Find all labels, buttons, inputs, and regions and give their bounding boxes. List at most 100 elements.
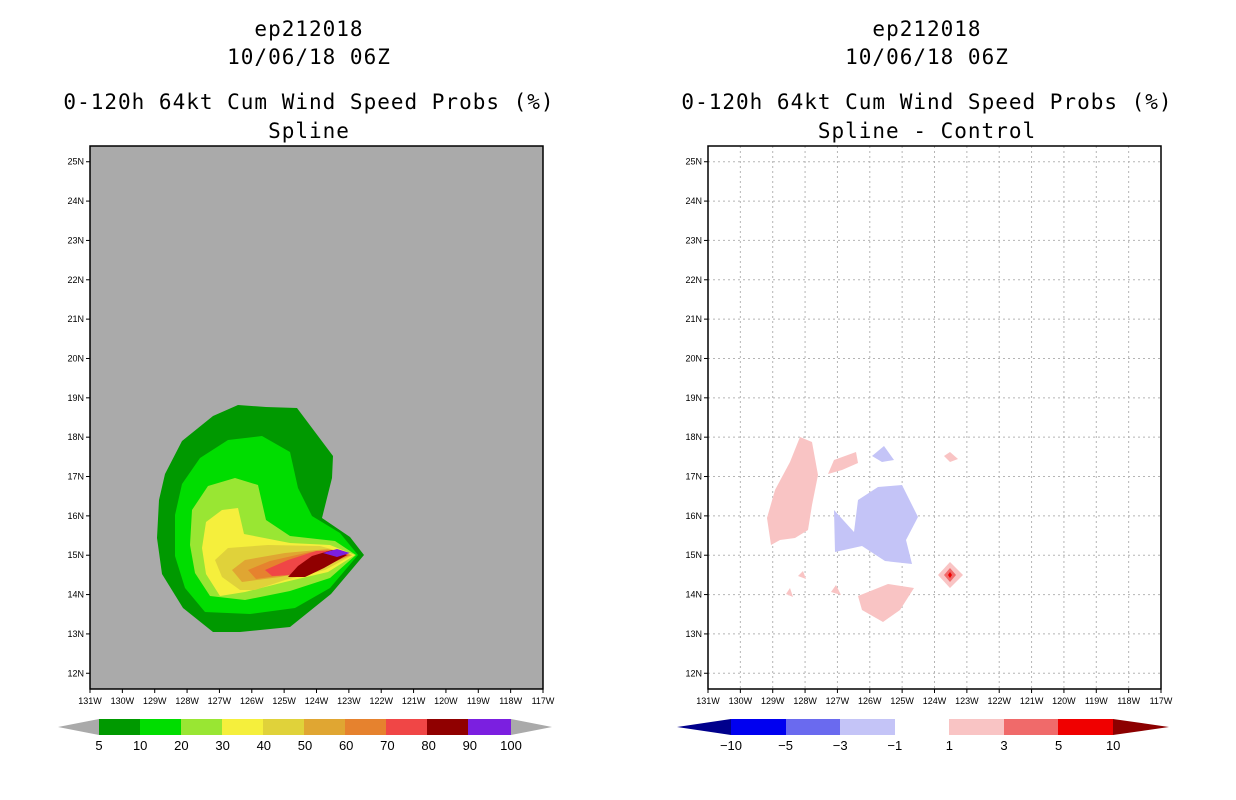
colorbar-box-neg3-neg1: [840, 719, 895, 735]
colorbar-box-5-10: [1058, 719, 1113, 735]
y-tick-label: 12N: [685, 668, 702, 678]
right-chart-subtitle: Spline - Control: [817, 119, 1037, 143]
x-tick-label: 126W: [858, 696, 882, 706]
colorbar-label: 100: [500, 738, 522, 753]
y-tick-label: 12N: [67, 668, 84, 678]
colorbar-label: 10: [133, 738, 147, 753]
y-tick-label: 22N: [685, 275, 702, 285]
left-contours: [157, 405, 364, 632]
colorbar-box-70-80: [386, 719, 427, 735]
x-tick-label: 120W: [434, 696, 458, 706]
contour-80: [288, 550, 347, 577]
y-tick-label: 16N: [67, 511, 84, 521]
y-tick-label: 18N: [685, 432, 702, 442]
x-tick-label: 130W: [729, 696, 753, 706]
colorbar-box-1-3: [949, 719, 1004, 735]
y-tick-label: 23N: [67, 235, 84, 245]
left-plot-background: [90, 146, 543, 689]
colorbar-label: −3: [833, 738, 848, 753]
y-tick-label: 19N: [67, 393, 84, 403]
y-tick-label: 17N: [685, 472, 702, 482]
colorbar-box-30-40: [222, 719, 263, 735]
x-tick-label: 118W: [1117, 696, 1140, 706]
x-tick-label: 129W: [143, 696, 167, 706]
y-tick-label: 25N: [685, 157, 702, 167]
y-tick-label: 20N: [67, 353, 84, 363]
right-axes: 131W 130W 129W 128W 127W 126W 125W 124W 123W 122W…: [685, 157, 1172, 706]
x-tick-label: 128W: [793, 696, 817, 706]
x-tick-label: 120W: [1052, 696, 1076, 706]
colorbar-above-triangle: [1113, 719, 1169, 735]
y-tick-label: 22N: [67, 275, 84, 285]
colorbar-box-50-60: [304, 719, 345, 735]
x-tick-label: 128W: [175, 696, 199, 706]
diff-positive-dot-2: [798, 571, 806, 579]
colorbar-label: −10: [720, 738, 742, 753]
y-tick-label: 20N: [685, 353, 702, 363]
y-tick-label: 14N: [685, 590, 702, 600]
diff-positive-dot-3: [831, 585, 841, 595]
y-tick-label: 21N: [67, 314, 84, 324]
colorbar-label: 5: [95, 738, 102, 753]
x-tick-label: 122W: [369, 696, 393, 706]
diff-positive-west-band: [767, 437, 818, 545]
left-storm-id: ep212018: [254, 17, 364, 41]
colorbar-label: 40: [257, 738, 271, 753]
y-tick-label: 25N: [67, 157, 84, 167]
diff-negative-small-top: [872, 446, 894, 462]
diff-positive-lower-patch: [858, 584, 914, 622]
colorbar-label: 70: [380, 738, 394, 753]
colorbar-box-20-30: [181, 719, 222, 735]
colorbar-box-40-50: [263, 719, 304, 735]
x-tick-label: 117W: [532, 696, 555, 706]
left-datetime: 10/06/18 06Z: [227, 45, 391, 69]
colorbar-label: 80: [421, 738, 435, 753]
diff-positive-small-top-right: [944, 452, 958, 462]
left-chart-title: 0-120h 64kt Cum Wind Speed Probs (%): [63, 90, 555, 114]
colorbar-label: 3: [1000, 738, 1007, 753]
left-axes: 131W 130W 129W 128W 127W 126W 125W 124W 123W 122W…: [67, 157, 554, 706]
colorbar-box-10-20: [140, 719, 181, 735]
colorbar-label: 50: [298, 738, 312, 753]
right-storm-id: ep212018: [872, 17, 982, 41]
colorbar-box-60-70: [345, 719, 386, 735]
right-chart-title: 0-120h 64kt Cum Wind Speed Probs (%): [681, 90, 1173, 114]
y-tick-label: 13N: [685, 629, 702, 639]
colorbar-box-90-100: [468, 719, 511, 735]
x-tick-label: 119W: [467, 696, 490, 706]
y-tick-label: 24N: [67, 196, 84, 206]
x-tick-label: 124W: [305, 696, 329, 706]
right-datetime: 10/06/18 06Z: [845, 45, 1009, 69]
colorbar-label: −5: [778, 738, 793, 753]
x-tick-label: 124W: [923, 696, 947, 706]
x-tick-label: 127W: [826, 696, 850, 706]
y-tick-label: 24N: [685, 196, 702, 206]
y-tick-label: 18N: [67, 432, 84, 442]
x-tick-label: 126W: [240, 696, 264, 706]
x-tick-label: 131W: [696, 696, 720, 706]
x-tick-label: 129W: [761, 696, 785, 706]
x-tick-label: 122W: [987, 696, 1011, 706]
x-tick-label: 118W: [499, 696, 522, 706]
colorbar-box-5-10: [99, 719, 140, 735]
y-tick-label: 13N: [67, 629, 84, 639]
colorbar-box-80-90: [427, 719, 468, 735]
colorbar-box-neg1-1: [895, 719, 949, 735]
left-chart-subtitle: Spline: [268, 119, 350, 143]
left-plot: 131W 130W 129W 128W 127W 126W 125W 124W 123W 122W…: [58, 145, 555, 753]
x-tick-label: 125W: [272, 696, 296, 706]
y-tick-label: 17N: [67, 472, 84, 482]
colorbar-below-triangle: [58, 719, 99, 735]
colorbar-label: 30: [215, 738, 229, 753]
x-tick-label: 131W: [78, 696, 102, 706]
diff-negative-main: [834, 485, 918, 564]
x-tick-label: 127W: [208, 696, 232, 706]
colorbar-box-3-5: [1004, 719, 1058, 735]
right-colorbar: −10 −5 −3 −1 1 3 5 10: [677, 719, 1169, 753]
x-tick-label: 121W: [402, 696, 426, 706]
x-tick-label: 119W: [1085, 696, 1108, 706]
colorbar-label: −1: [887, 738, 902, 753]
y-tick-label: 15N: [67, 550, 84, 560]
colorbar-label: 1: [946, 738, 953, 753]
